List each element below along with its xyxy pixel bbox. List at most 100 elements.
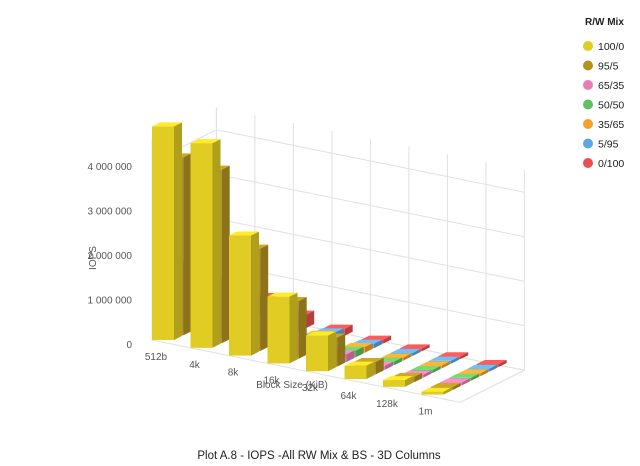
y-tick-label: 3 000 000	[88, 207, 133, 218]
chart-bars	[152, 122, 507, 395]
bar-front	[421, 391, 444, 395]
bar-side	[306, 310, 315, 328]
bar-side	[344, 324, 353, 336]
bar-top	[410, 366, 441, 370]
legend-item: 65/35	[583, 80, 624, 92]
bar-side	[414, 372, 423, 383]
bar-top	[152, 122, 182, 127]
y-tick-label: 1 000 000	[88, 296, 133, 307]
bar-top	[467, 364, 498, 369]
bar-side	[289, 292, 298, 364]
legend-item: 95/5	[583, 60, 619, 73]
bar-side	[498, 360, 507, 367]
x-tick-label: 1m	[419, 407, 433, 418]
watermark: 头条 @PCEVA评测室	[468, 442, 611, 460]
y-tick-labels: 0 1 000 000 2 000 000 3 000 000 4 000 000	[88, 162, 133, 351]
bar	[229, 231, 259, 356]
bar	[344, 361, 375, 379]
bar-top	[322, 324, 353, 329]
bar-side	[346, 350, 355, 362]
bar-front	[383, 380, 405, 387]
bar	[306, 331, 336, 372]
x-tick-label: 4k	[189, 360, 201, 371]
legend-marker	[583, 119, 593, 129]
bar-side	[451, 356, 459, 364]
bar-side	[366, 361, 375, 379]
x-tick-label: 64k	[340, 391, 357, 402]
x-tick-label: 16k	[263, 375, 280, 386]
x-tick-labels: 512b 4k 8k 16k 32k 64k 128k 1m	[145, 352, 433, 418]
legend-marker	[583, 158, 593, 168]
x-axis-label: Block Size (KiB)	[256, 380, 328, 391]
bar-top	[449, 373, 480, 378]
bar-side	[183, 153, 192, 336]
bar-side	[489, 364, 498, 372]
bar-side	[421, 344, 430, 352]
bar-top	[342, 343, 373, 348]
bar-front	[190, 143, 213, 348]
legend-item: 100/0	[583, 41, 624, 53]
legend-label: 0/100	[598, 158, 624, 170]
legend-label: 100/0	[598, 41, 624, 53]
bar-side	[364, 343, 373, 353]
legend-item: 0/100	[583, 158, 624, 170]
bar-top	[419, 361, 450, 366]
bar-top	[352, 339, 382, 344]
bar-side	[461, 378, 470, 386]
bar-side	[452, 383, 461, 390]
bar-front	[344, 365, 367, 379]
bar	[421, 387, 452, 395]
bar-top	[229, 231, 259, 236]
y-tick-label: 0	[126, 340, 132, 351]
bar-front	[306, 335, 328, 372]
bar-side	[443, 387, 452, 395]
y-tick-label: 2 000 000	[88, 251, 133, 262]
bar-side	[432, 366, 441, 373]
bar-front	[267, 296, 290, 364]
x-tick-label: 32k	[302, 383, 319, 394]
bar-top	[267, 292, 298, 297]
bar-side	[384, 361, 393, 370]
legend-label: 95/5	[598, 61, 619, 73]
legend-item: 35/65	[583, 119, 624, 131]
bar-top	[190, 139, 221, 144]
floor-gridline	[459, 369, 525, 403]
bar-front	[229, 235, 251, 356]
bar-side	[423, 370, 432, 378]
bar	[152, 122, 182, 341]
bar-top	[390, 349, 421, 353]
bar-side	[374, 339, 382, 349]
bar-top	[439, 378, 470, 383]
bar-side	[328, 331, 336, 372]
bar-top	[429, 356, 459, 361]
legend-title: R/W Mix	[585, 17, 624, 28]
bar-top	[438, 352, 469, 357]
bar-top	[344, 361, 375, 366]
bar-side	[403, 353, 412, 361]
legend-label: 50/50	[598, 100, 624, 112]
x-tick-label: 128k	[376, 399, 399, 410]
bar-side	[412, 349, 421, 356]
bar-front	[152, 126, 174, 341]
y-axis-label: IOPS	[88, 246, 99, 270]
bar-top	[476, 360, 507, 364]
bar-top	[458, 369, 489, 374]
bar-top	[361, 335, 392, 340]
x-tick-label: 512b	[145, 352, 168, 363]
bar-side	[355, 346, 364, 358]
legend-label: 65/35	[598, 80, 624, 92]
legend-marker	[583, 138, 593, 149]
legend-marker	[583, 60, 593, 71]
chart-title: Plot A.8 - IOPS -All RW Mix & BS - 3D Co…	[197, 450, 441, 462]
bar-side	[471, 373, 480, 381]
bar-side	[221, 165, 230, 344]
bar-top	[306, 331, 336, 336]
bar-side	[480, 369, 489, 377]
legend-label: 5/95	[598, 139, 619, 151]
bar-top	[381, 353, 412, 358]
bar-side	[174, 122, 182, 341]
bar-top	[421, 387, 452, 392]
x-tick-label: 8k	[228, 368, 240, 379]
bar-top	[383, 376, 413, 381]
